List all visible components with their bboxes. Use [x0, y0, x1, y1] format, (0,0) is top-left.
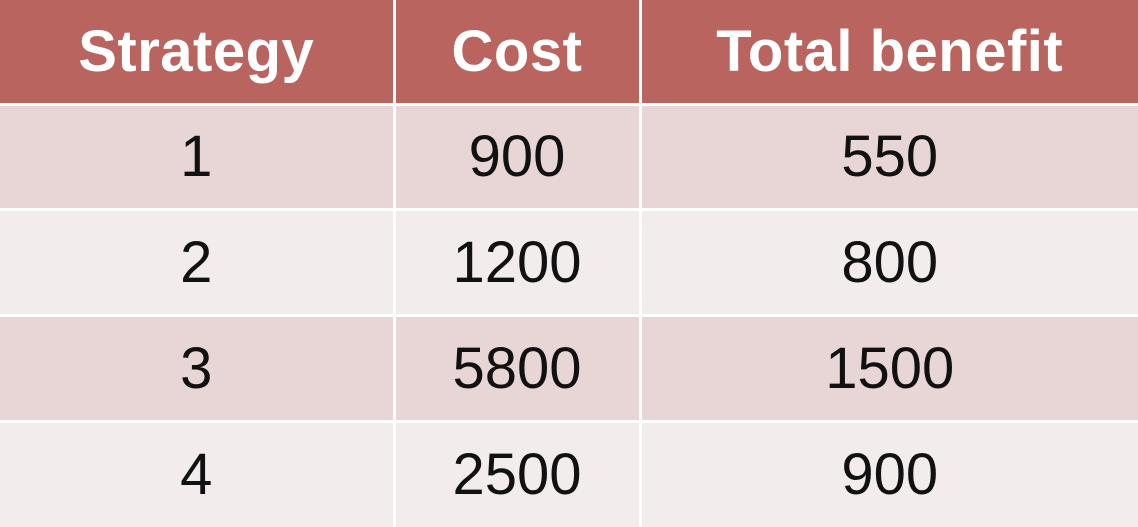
cell-total-benefit: 900 [640, 421, 1138, 527]
cell-total-benefit: 800 [640, 209, 1138, 317]
table-row: 4 2500 900 [0, 421, 1138, 527]
header-total-benefit: Total benefit [640, 0, 1138, 106]
table-header-row: Strategy Cost Total benefit [0, 0, 1138, 106]
cell-total-benefit: 550 [640, 104, 1138, 212]
cell-cost: 1200 [394, 209, 642, 317]
cell-cost: 5800 [394, 315, 642, 423]
cell-strategy: 2 [0, 209, 396, 317]
header-cost: Cost [394, 0, 642, 106]
table-row: 1 900 550 [0, 104, 1138, 212]
cell-strategy: 3 [0, 315, 396, 423]
cell-strategy: 4 [0, 421, 396, 527]
cell-cost: 900 [394, 104, 642, 212]
table-row: 2 1200 800 [0, 209, 1138, 317]
cell-total-benefit: 1500 [640, 315, 1138, 423]
cell-cost: 2500 [394, 421, 642, 527]
header-strategy: Strategy [0, 0, 396, 106]
table-row: 3 5800 1500 [0, 315, 1138, 423]
cell-strategy: 1 [0, 104, 396, 212]
